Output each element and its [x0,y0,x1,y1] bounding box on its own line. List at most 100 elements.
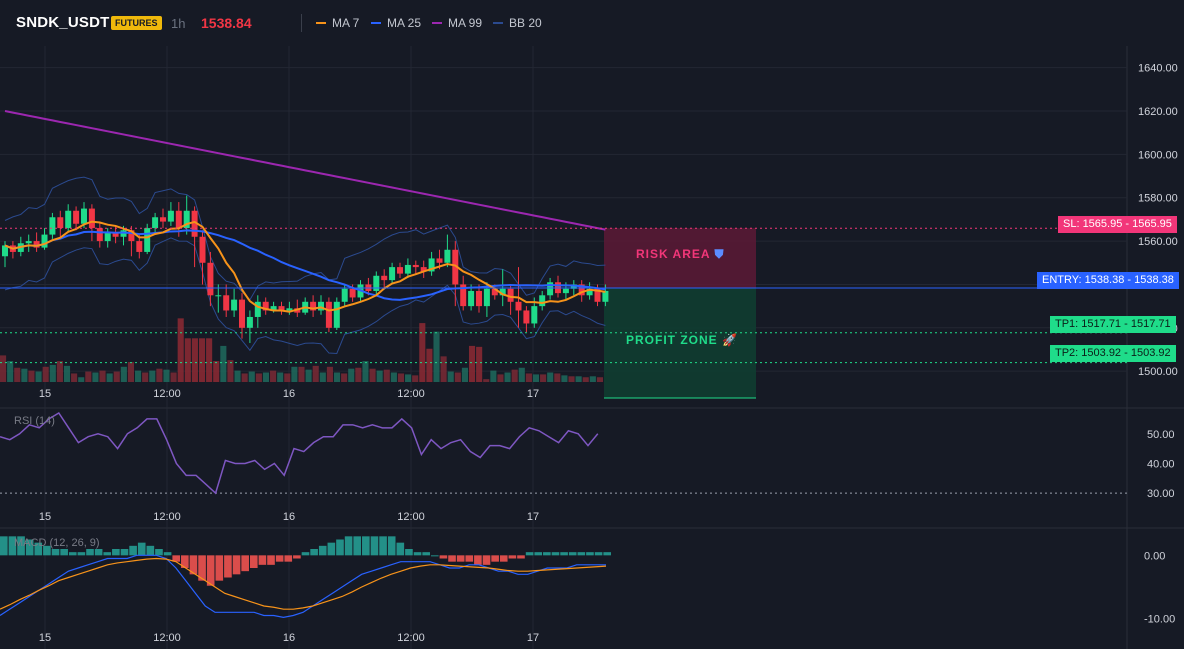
tp2-value: 1503.92 [1130,347,1171,359]
volume-bar [561,375,568,382]
macd-histogram-bar [543,552,551,556]
candle-body [547,282,554,296]
macd-histogram-bar [129,545,137,556]
legend-ma99[interactable]: MA 99 [432,16,482,30]
volume-bar [35,371,42,382]
macd-histogram-bar [189,555,198,575]
macd-histogram-bar [336,539,344,556]
macd-signal-line [0,557,607,610]
volume-bar [461,367,468,382]
sl-tag[interactable]: SL: 1565.95 - 1565.95 [1058,216,1177,233]
volume-bar [369,368,376,382]
candle-body [333,301,340,328]
candle-body [531,306,538,324]
volume-bar [291,366,298,382]
macd-histogram-bar [603,552,611,556]
rocket-icon: 🚀 [722,333,738,347]
macd-time-label: 17 [527,632,539,644]
candle-body [167,210,174,222]
volume-bar [383,369,390,382]
volume-bar [440,356,447,382]
candle-body [88,208,95,229]
macd-histogram-bar [8,536,17,556]
macd-histogram-bar [310,549,318,556]
macd-histogram-bar [224,555,232,578]
ma25-swatch [371,22,381,24]
legend-ma7[interactable]: MA 7 [316,16,359,30]
macd-histogram-bar [198,555,206,581]
rsi-time-label: 12:00 [153,511,181,523]
candle-body [262,301,269,311]
candle-body [539,295,546,307]
volume-bar [390,372,397,382]
entry-tag[interactable]: ENTRY: 1538.38 - 1538.38 [1037,272,1179,289]
symbol-name[interactable]: SNDK_USDT [16,14,110,31]
legend-ma25[interactable]: MA 25 [371,16,421,30]
candle-body [207,262,214,296]
tp2-tag[interactable]: TP2: 1503.92 - 1503.92 [1050,345,1176,362]
candle-body [191,210,198,237]
tp1-tag[interactable]: TP1: 1517.71 - 1517.71 [1050,316,1176,333]
volume-bar [454,372,461,382]
macd-histogram-bar [267,555,275,565]
volume-bar [419,323,426,382]
volume-bar [220,345,227,382]
macd-time-label: 12:00 [153,632,181,644]
candle-body [144,228,151,252]
interval-selector[interactable]: 1h [171,16,186,31]
macd-histogram-bar [155,549,163,556]
macd-histogram-bar [258,555,267,565]
volume-bar [568,376,575,382]
price-axis-label: 1580.00 [1138,193,1178,205]
bb20-swatch [493,22,503,24]
volume-bar [305,369,312,382]
macd-histogram-bar [94,549,103,556]
rsi-time-label: 15 [39,511,51,523]
macd-histogram-bar [241,555,249,572]
volume-bar [21,368,28,382]
macd-histogram-bar [34,542,43,556]
volume-bar [376,370,383,382]
macd-histogram-bar [215,555,224,581]
risk-area-label: RISK AREA ⛊ [636,247,724,262]
candle-body [310,301,317,311]
candle-body [428,258,435,272]
tp2-tag-text: TP2: 1503.92 [1055,347,1122,359]
candle-body [349,288,356,298]
volume-bar [554,373,561,382]
macd-histogram-bar [17,536,25,556]
rsi-line [0,411,599,495]
macd-histogram-bar [405,549,413,556]
entry-value: 1538.38 [1134,274,1174,286]
legend-bb20[interactable]: BB 20 [493,16,542,30]
volume-bar [71,373,78,382]
candle-body [602,290,609,302]
ma7-line [4,220,606,313]
volume-bar [483,379,490,382]
macd-histogram-bar [586,552,594,556]
candle-body [128,230,135,242]
candle-body [183,210,190,229]
candle-body [41,234,48,248]
volume-bar [63,365,71,382]
macd-histogram-bar [344,536,353,556]
macd-histogram-bar [551,552,560,556]
macd-time-label: 12:00 [397,632,425,644]
volume-bar [326,366,333,382]
ma99-line [4,110,606,231]
profit-zone-text: PROFIT ZONE [626,333,718,347]
main-time-label: 15 [39,388,51,400]
macd-histogram-bar [301,552,310,556]
ma25-line [4,229,606,301]
volume-bar [78,377,85,382]
macd-time-label: 16 [283,632,295,644]
volume-bar [433,331,440,382]
macd-histogram-bar [232,555,241,575]
macd-histogram-bar [456,555,465,562]
legend-ma25-label: MA 25 [387,16,422,30]
volume-bar [589,376,596,382]
volume-bar [540,374,547,382]
risk-area-text: RISK AREA [636,247,711,261]
macd-histogram-bar [439,555,448,559]
